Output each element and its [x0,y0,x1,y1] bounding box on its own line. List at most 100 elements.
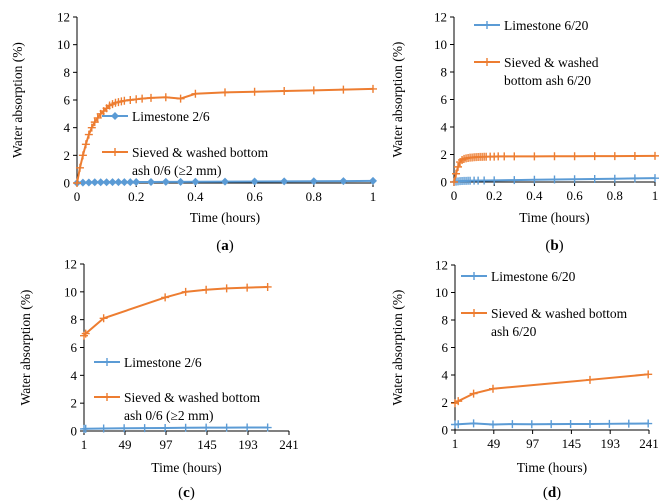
data-point [99,314,108,323]
data-point [90,118,99,127]
x-tick-label: 241 [279,437,299,452]
data-point [570,152,579,161]
y-tick-label: 4 [64,120,71,135]
y-tick-label: 0 [71,424,78,439]
legend-label: Sieved & washed bottom [132,145,269,160]
data-point [590,152,599,161]
legend-entry: Sieved & washed bottom ash 0/6 (≥2 mm) [102,145,269,178]
data-point [339,85,348,94]
x-tick-label: 241 [639,436,659,451]
data-point [309,86,318,95]
series-0 [450,174,659,186]
series-line [83,285,268,337]
panel-label: (a) [216,238,234,254]
x-tick-label: 49 [487,436,500,451]
x-tick-label: 1 [452,436,459,451]
legend-entry: Limestone 6/20 [461,269,576,284]
y-tick-label: 2 [442,395,449,410]
y-tick-label: 12 [435,258,448,273]
x-axis-label: Time (hours) [190,210,260,225]
data-point [132,178,141,187]
x-tick-label: 0.4 [187,189,204,204]
data-point [73,179,81,187]
y-tick-label: 6 [442,340,449,355]
legend-entry: Sieved & washed bottom ash 0/6 (≥2 mm) [94,390,261,423]
data-point [450,178,458,186]
x-tick-label: 1 [370,189,377,204]
data-point [309,177,318,186]
panel-label-close: ) [229,238,234,254]
data-point [630,152,639,161]
data-point [263,282,272,291]
y-tick-label: 10 [64,284,77,299]
x-tick-label: 49 [119,437,132,452]
y-tick-label: 4 [442,368,449,383]
data-point [181,287,190,296]
data-point [120,178,129,187]
data-point [96,178,105,187]
data-point [202,423,211,432]
data-point [102,178,111,187]
legend-entry: Limestone 2/6 [102,109,210,124]
panel-label-letter: a [221,238,229,254]
legend-label: bottom ash 6/20 [504,73,591,88]
panel-label-open: ( [178,485,183,501]
legend-label: ash 0/6 (≥2 mm) [124,408,214,423]
x-tick-label: 1 [652,188,659,203]
data-point [547,420,556,429]
data-point [87,123,96,132]
data-point [530,175,539,184]
data-point [644,419,653,428]
legend-label: Sieved & washed bottom [124,390,261,405]
data-point [222,284,231,293]
data-point [488,384,497,393]
data-point [84,130,93,139]
y-tick-label: 2 [71,396,78,411]
x-tick-label: 0.6 [246,189,263,204]
data-point [590,174,599,183]
panel-label-open: ( [216,238,221,254]
data-point [490,176,499,185]
data-point [510,176,519,185]
data-point [550,152,559,161]
data-point [610,152,619,161]
data-point [176,94,185,103]
data-point [469,419,478,428]
y-tick-label: 6 [71,340,78,355]
data-point [280,87,289,96]
data-point [500,152,509,161]
legend-label: Sieved & washed [504,55,599,70]
data-point [585,419,594,428]
series-1 [451,370,653,408]
data-point [191,89,200,98]
legend-label: Limestone 2/6 [132,109,210,124]
x-tick-label: 0.6 [566,188,583,203]
panel-label-close: ) [190,485,195,501]
data-point [454,397,463,406]
y-tick-label: 8 [442,313,449,328]
data-point [605,419,614,428]
legend-swatch-marker [483,21,491,29]
y-tick-label: 2 [441,147,448,162]
data-point [161,423,170,432]
data-point [630,174,639,183]
data-point [138,94,147,103]
data-point [126,178,135,187]
data-point [585,375,594,384]
legend-entry: Sieved & washed bottom ash 6/20 [474,55,599,88]
x-tick-label: 0 [74,189,81,204]
y-tick-label: 2 [64,148,71,163]
panel-label-close: ) [556,485,561,501]
legend-swatch-marker [103,393,111,401]
data-point [454,420,463,429]
panel-label-close: ) [559,238,564,254]
series-line [454,373,649,405]
data-point [120,424,129,433]
data-point [369,84,377,93]
data-point [610,174,619,183]
legend-swatch-marker [470,309,478,317]
legend-entry: Sieved & washed bottom ash 6/20 [461,306,628,339]
legend-label: Limestone 6/20 [504,18,589,33]
data-point [147,178,155,187]
